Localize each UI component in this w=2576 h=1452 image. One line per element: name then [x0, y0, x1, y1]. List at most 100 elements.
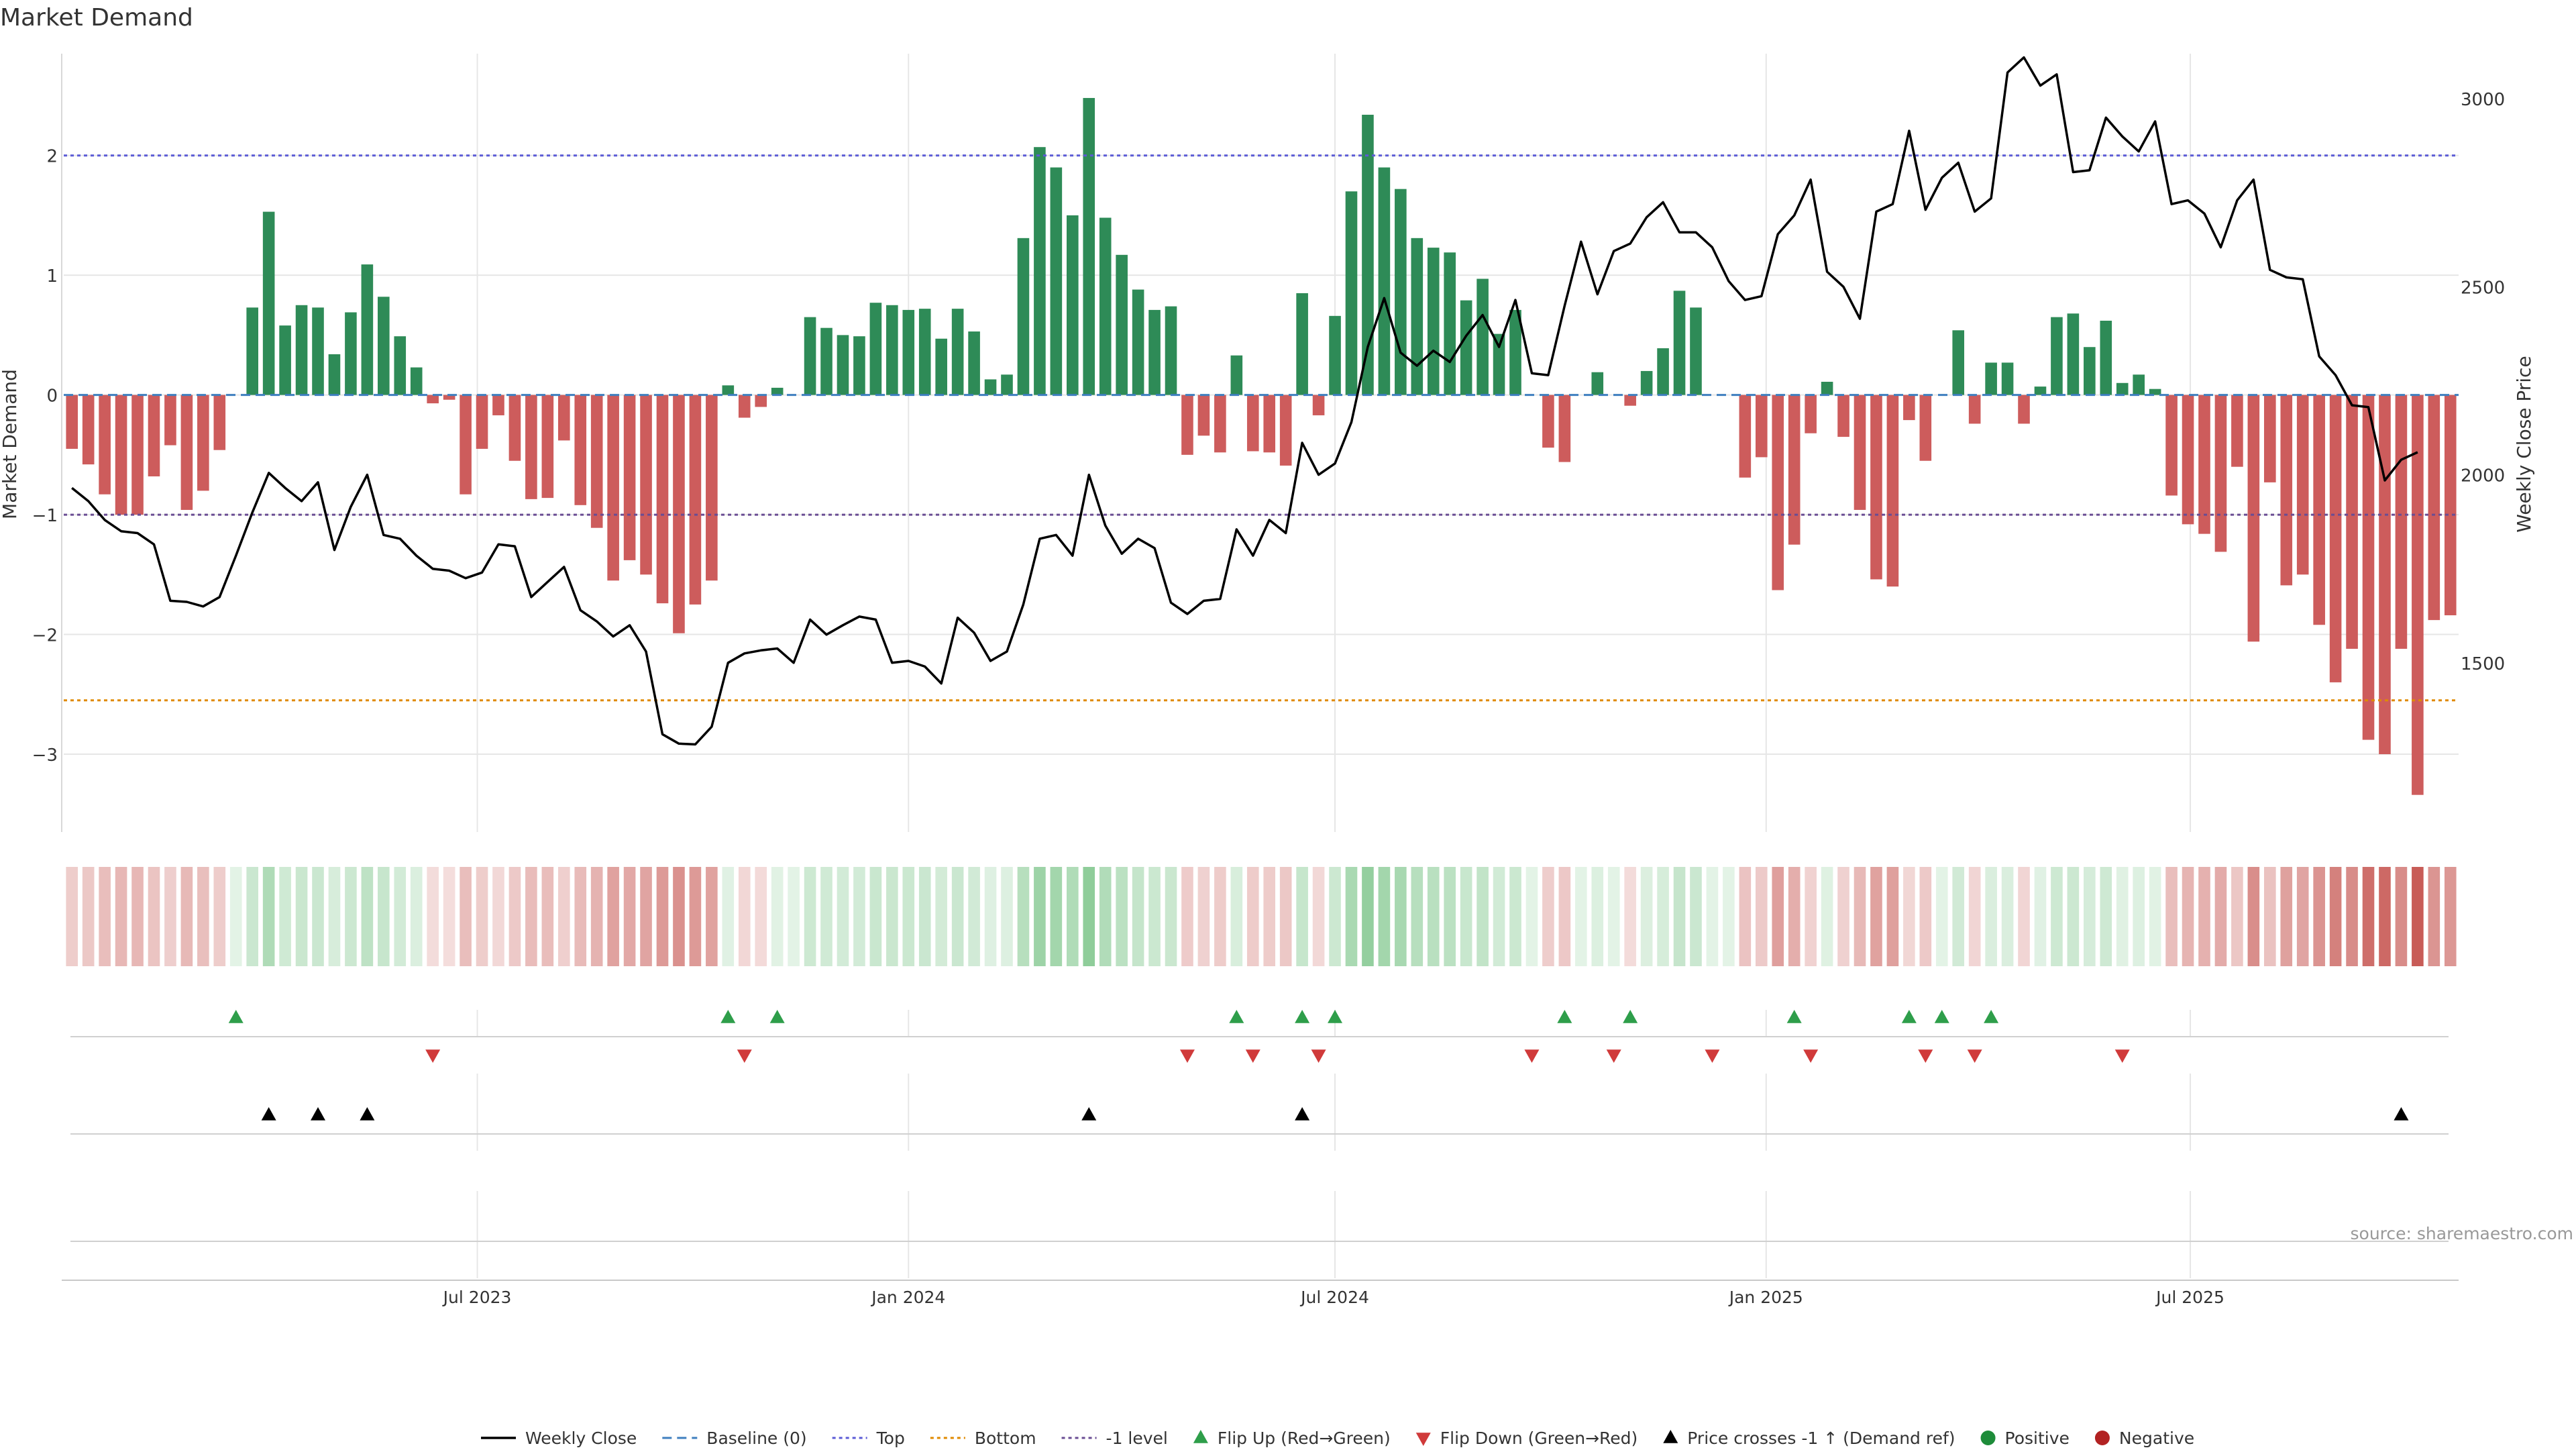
demand-bar-negative [2231, 395, 2243, 467]
demand-bar-negative [2198, 395, 2210, 534]
heat-cell [2444, 867, 2457, 966]
demand-bar-negative [476, 395, 488, 449]
flip-up-marker [720, 1010, 736, 1023]
demand-bar-positive [312, 307, 324, 395]
demand-bar-negative [574, 395, 587, 505]
price-cross-marker [311, 1107, 326, 1121]
heat-cell [2395, 867, 2408, 966]
heat-cell [1525, 867, 1538, 966]
heat-cell [1493, 867, 1505, 966]
y-tick-label: −3 [32, 745, 58, 766]
heat-cell [607, 867, 619, 966]
heat-cell [2165, 867, 2178, 966]
demand-bar-positive [1116, 254, 1128, 395]
flip-up-marker [1934, 1010, 1949, 1023]
legend-item: Positive [1980, 1429, 2070, 1448]
demand-bar-positive [1066, 215, 1079, 395]
demand-bar-negative [197, 395, 209, 491]
demand-bar-positive [361, 264, 374, 395]
weekly-close-line [71, 56, 2418, 746]
demand-bar-negative [689, 395, 702, 605]
demand-bar-positive [2116, 382, 2129, 395]
heat-cell [853, 867, 865, 966]
heat-cell [1197, 867, 1210, 966]
price-cross-marker [360, 1107, 375, 1121]
demand-bar-positive [1640, 370, 1653, 395]
demand-bar-negative [2018, 395, 2030, 424]
heat-cell [2149, 867, 2161, 966]
heat-cell [1542, 867, 1554, 966]
demand-bar-negative [2395, 395, 2408, 649]
demand-bar-negative [427, 395, 439, 404]
y2-tick-label: 2000 [2461, 466, 2505, 486]
demand-bar-negative [82, 395, 95, 465]
x-tick-label: Jul 2023 [442, 1288, 512, 1307]
demand-bar-negative [738, 395, 751, 418]
heat-cell [1657, 867, 1669, 966]
heat-cell [410, 867, 423, 966]
demand-bar-negative [1279, 395, 1292, 466]
demand-bar-negative [2296, 395, 2309, 575]
heat-cell [229, 867, 242, 966]
heat-cell [1083, 867, 1095, 966]
demand-bar-positive [1509, 309, 1521, 395]
heat-cell [590, 867, 603, 966]
y-tick-label: 2 [46, 147, 58, 167]
price-cross-markers [261, 1107, 2409, 1121]
heat-cell [312, 867, 324, 966]
demand-bar-negative [2329, 395, 2342, 682]
heat-cell [1148, 867, 1161, 966]
heat-cell [1246, 867, 1259, 966]
heat-cell [115, 867, 127, 966]
demand-bar-negative [2362, 395, 2375, 740]
demand-bar-negative [1968, 395, 1981, 424]
heat-cell [951, 867, 964, 966]
demand-bar-positive [1493, 333, 1505, 395]
demand-bar-negative [1246, 395, 1259, 452]
demand-bar-negative [1197, 395, 1210, 436]
heat-cell [2296, 867, 2309, 966]
demand-bar-negative [180, 395, 193, 510]
legend-label: Price crosses -1 ↑ (Demand ref) [1687, 1429, 1955, 1448]
demand-bar-negative [656, 395, 669, 604]
demand-bar-positive [902, 309, 915, 395]
demand-bar-negative [673, 395, 685, 633]
heat-cell [1706, 867, 1719, 966]
heat-cell [2428, 867, 2440, 966]
heat-cell [1427, 867, 1440, 966]
demand-bar-positive [1362, 115, 1374, 395]
heat-cell [66, 867, 78, 966]
heat-cell [1558, 867, 1571, 966]
demand-bar-positive [1952, 330, 1965, 395]
flip-up-marker [1786, 1010, 1802, 1023]
demand-bar-negative [1854, 395, 1866, 510]
demand-bar-positive [1657, 348, 1669, 395]
heat-cell [689, 867, 702, 966]
y2-axis-label: Weekly Close Price [2513, 356, 2535, 532]
heat-cell [1116, 867, 1128, 966]
heat-cell [1132, 867, 1144, 966]
demand-bar-positive [820, 327, 833, 395]
heat-cell [2231, 867, 2243, 966]
heat-cell [131, 867, 144, 966]
y-tick-label: 0 [46, 386, 58, 407]
heat-cell [2018, 867, 2030, 966]
legend-label: Flip Down (Green→Red) [1440, 1429, 1638, 1448]
demand-bar-positive [1395, 189, 1407, 395]
demand-bar-negative [1739, 395, 1752, 478]
heat-cell [2346, 867, 2358, 966]
demand-bar-negative [99, 395, 111, 495]
demand-bar-negative [2214, 395, 2227, 552]
flip-down-marker [1967, 1049, 1982, 1063]
demand-bar-negative [1903, 395, 1915, 421]
heat-cell [1230, 867, 1243, 966]
heat-cell [557, 867, 570, 966]
heat-cell [541, 867, 554, 966]
heat-cell [427, 867, 439, 966]
flip-up-marker [1229, 1010, 1244, 1023]
demand-bar-positive [1132, 289, 1144, 395]
heat-cell [1772, 867, 1784, 966]
demand-bar-negative [2346, 395, 2358, 649]
heat-cell [443, 867, 455, 966]
